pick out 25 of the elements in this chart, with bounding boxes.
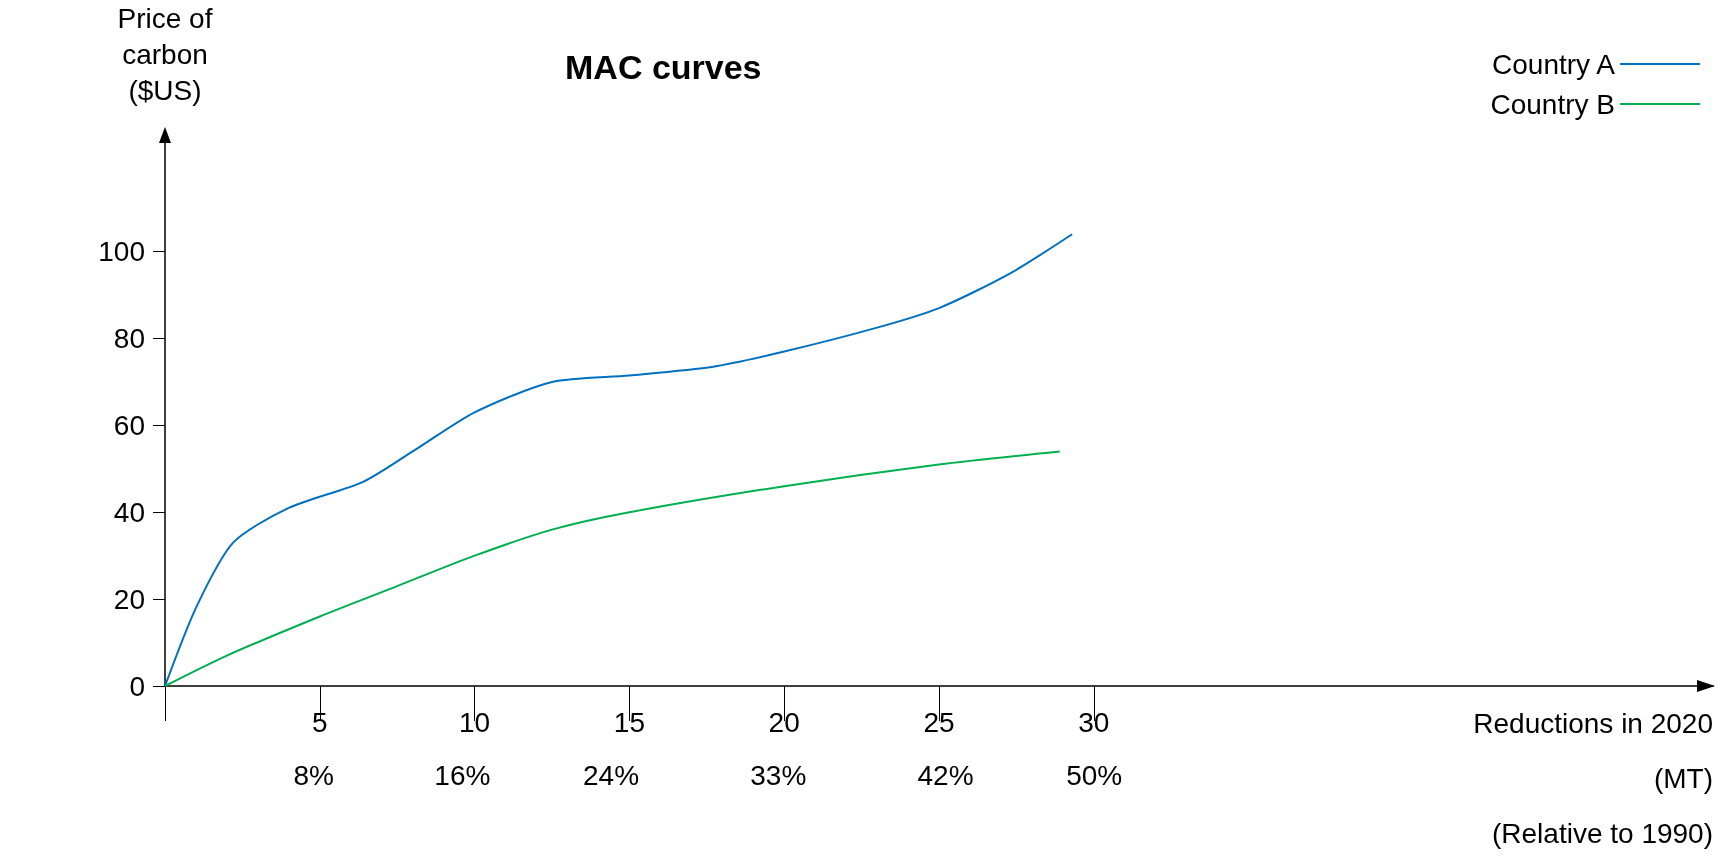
x2-tick-label: 42% [917,759,974,791]
x2-tick-label: 8% [293,759,334,791]
x-tick-label: 20 [768,706,800,738]
x2-tick-label: 50% [1066,759,1123,791]
y-tick-label: 40 [113,496,145,528]
x2-tick-label: 33% [750,759,807,791]
legend-label: Country B [1490,88,1615,120]
chart-title: MAC curves [565,48,762,86]
line-series [164,233,1074,687]
line-series [164,450,1061,687]
y-tick-label: 20 [113,583,145,615]
x2-tick-label: 24% [582,759,640,791]
y-tick-label: 100 [98,236,145,268]
legend-label: Country A [1492,48,1616,80]
x-tick-label: 15 [613,706,645,738]
x-axis-title: Reductions in 2020 (MT) (Relative to 1990) [1473,708,1713,849]
x-tick-label: 5 [312,706,328,738]
y-tick-label: 60 [113,409,145,441]
x2-tick-label: 16% [434,759,491,791]
y-axis-title: Price of carbon ($US) [117,2,213,106]
y-tick-label: 80 [113,322,145,354]
y-tick-label: 0 [129,670,145,702]
x-tick-label: 10 [459,706,491,738]
x-tick-label: 30 [1078,706,1110,738]
x-tick-label: 25 [923,706,955,738]
